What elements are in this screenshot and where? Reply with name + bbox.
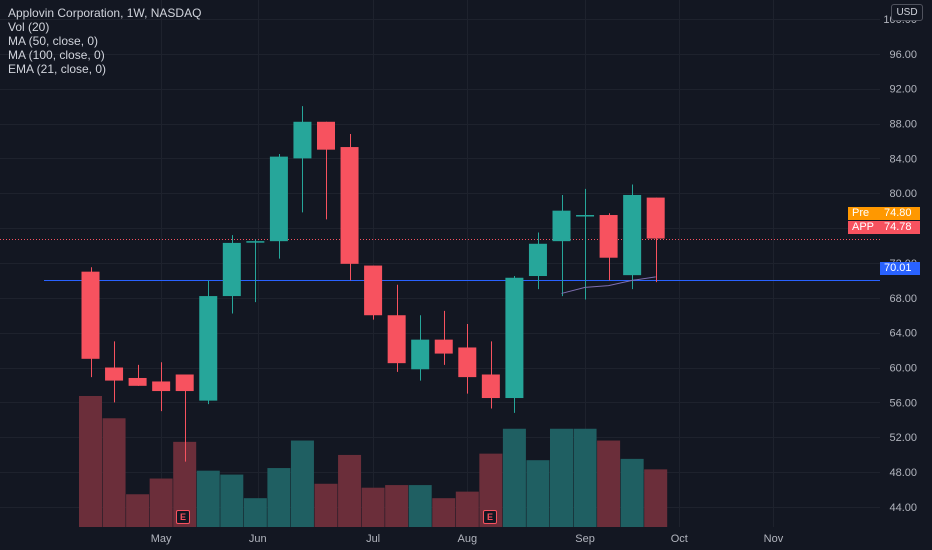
candle-body — [317, 121, 335, 150]
candle-body — [175, 374, 194, 392]
volume-bar — [385, 485, 409, 527]
candle-body — [481, 374, 500, 399]
volume-bar — [102, 418, 126, 527]
pre-label: Pre — [848, 207, 880, 220]
volume-bar — [432, 498, 456, 527]
legend-indicator-ma100[interactable]: MA (100, close, 0) — [8, 48, 105, 62]
candle-body — [576, 215, 595, 217]
pre-price-tag: 74.80 — [880, 207, 920, 220]
candle-body — [364, 265, 383, 316]
candle-body — [646, 197, 665, 239]
price-axis-label: 52.00 — [889, 432, 917, 444]
price-axis-label: 68.00 — [889, 293, 917, 305]
candle-body — [623, 194, 642, 276]
volume-bar — [126, 494, 150, 527]
candle-body — [599, 215, 618, 258]
price-axis-label: 80.00 — [889, 188, 917, 200]
volume-bar — [361, 487, 385, 527]
price-axis-label: 96.00 — [889, 49, 917, 61]
volume-bar — [196, 470, 220, 527]
time-axis-label: Oct — [671, 533, 688, 545]
candle-body — [105, 367, 124, 381]
volume-bar — [149, 478, 173, 527]
time-axis-label: Jun — [249, 533, 267, 545]
volume-bar — [267, 468, 291, 527]
candle-body — [411, 339, 430, 370]
volume-bar — [338, 454, 362, 527]
earnings-icon[interactable]: E — [176, 510, 190, 524]
time-axis-label: Nov — [764, 533, 784, 545]
legend-indicator-ma50[interactable]: MA (50, close, 0) — [8, 34, 99, 48]
legend-indicator-ema21[interactable]: EMA (21, close, 0) — [8, 62, 107, 76]
time-axis-label: May — [151, 533, 172, 545]
volume-bar — [173, 441, 197, 527]
price-axis-label: 84.00 — [889, 153, 917, 165]
volume-bar — [550, 428, 573, 527]
volume-bar — [455, 491, 479, 527]
volume-bar — [290, 440, 314, 527]
price-axis-label: 88.00 — [889, 119, 917, 131]
candle-body — [293, 121, 312, 159]
volume-bar — [573, 428, 597, 527]
symbol-label: APP — [848, 221, 880, 234]
price-axis-label: 56.00 — [889, 397, 917, 409]
currency-button[interactable]: USD — [891, 4, 923, 21]
horizontal-line-price-tag: 70.01 — [880, 262, 920, 275]
candle-body — [222, 242, 241, 297]
candle-body — [458, 347, 477, 378]
volume-bar — [314, 483, 338, 527]
price-axis-label: 92.00 — [889, 84, 917, 96]
volume-bar — [644, 469, 668, 527]
price-axis-label: 60.00 — [889, 363, 917, 375]
candle-body — [387, 315, 406, 364]
candle-body — [199, 296, 218, 401]
volume-bar — [597, 440, 621, 527]
candle-body — [552, 210, 571, 242]
volume-bar — [408, 485, 432, 527]
price-axis-label: 44.00 — [889, 502, 917, 514]
chart-legend: Applovin Corporation, 1W, NASDAQ Vol (20… — [8, 6, 201, 76]
candle-body — [434, 339, 453, 354]
candle-body — [340, 147, 359, 264]
volume-bar — [220, 474, 244, 527]
candle-body — [505, 277, 524, 399]
volume-bar — [243, 498, 267, 527]
time-axis-label: Aug — [458, 533, 478, 545]
candle-body — [152, 381, 171, 392]
candle-body — [246, 241, 265, 243]
volume-bar — [479, 453, 503, 527]
legend-title[interactable]: Applovin Corporation, 1W, NASDAQ — [8, 6, 202, 20]
volume-bar — [526, 460, 550, 527]
candle-body — [81, 271, 100, 359]
ema-line — [561, 276, 656, 294]
price-axis-label: 64.00 — [889, 328, 917, 340]
earnings-icon[interactable]: E — [483, 510, 497, 524]
candle-body — [128, 377, 147, 386]
legend-indicator-vol[interactable]: Vol (20) — [8, 20, 50, 34]
time-axis-label: Jul — [366, 533, 380, 545]
last-price-tag: 74.78 — [880, 221, 920, 234]
price-axis-label: 48.00 — [889, 467, 917, 479]
volume-bar — [502, 428, 526, 527]
time-axis-label: Sep — [575, 533, 595, 545]
volume-bar — [79, 396, 102, 527]
volume-bar — [620, 458, 644, 527]
candle-body — [269, 156, 288, 242]
candle-body — [528, 243, 547, 277]
